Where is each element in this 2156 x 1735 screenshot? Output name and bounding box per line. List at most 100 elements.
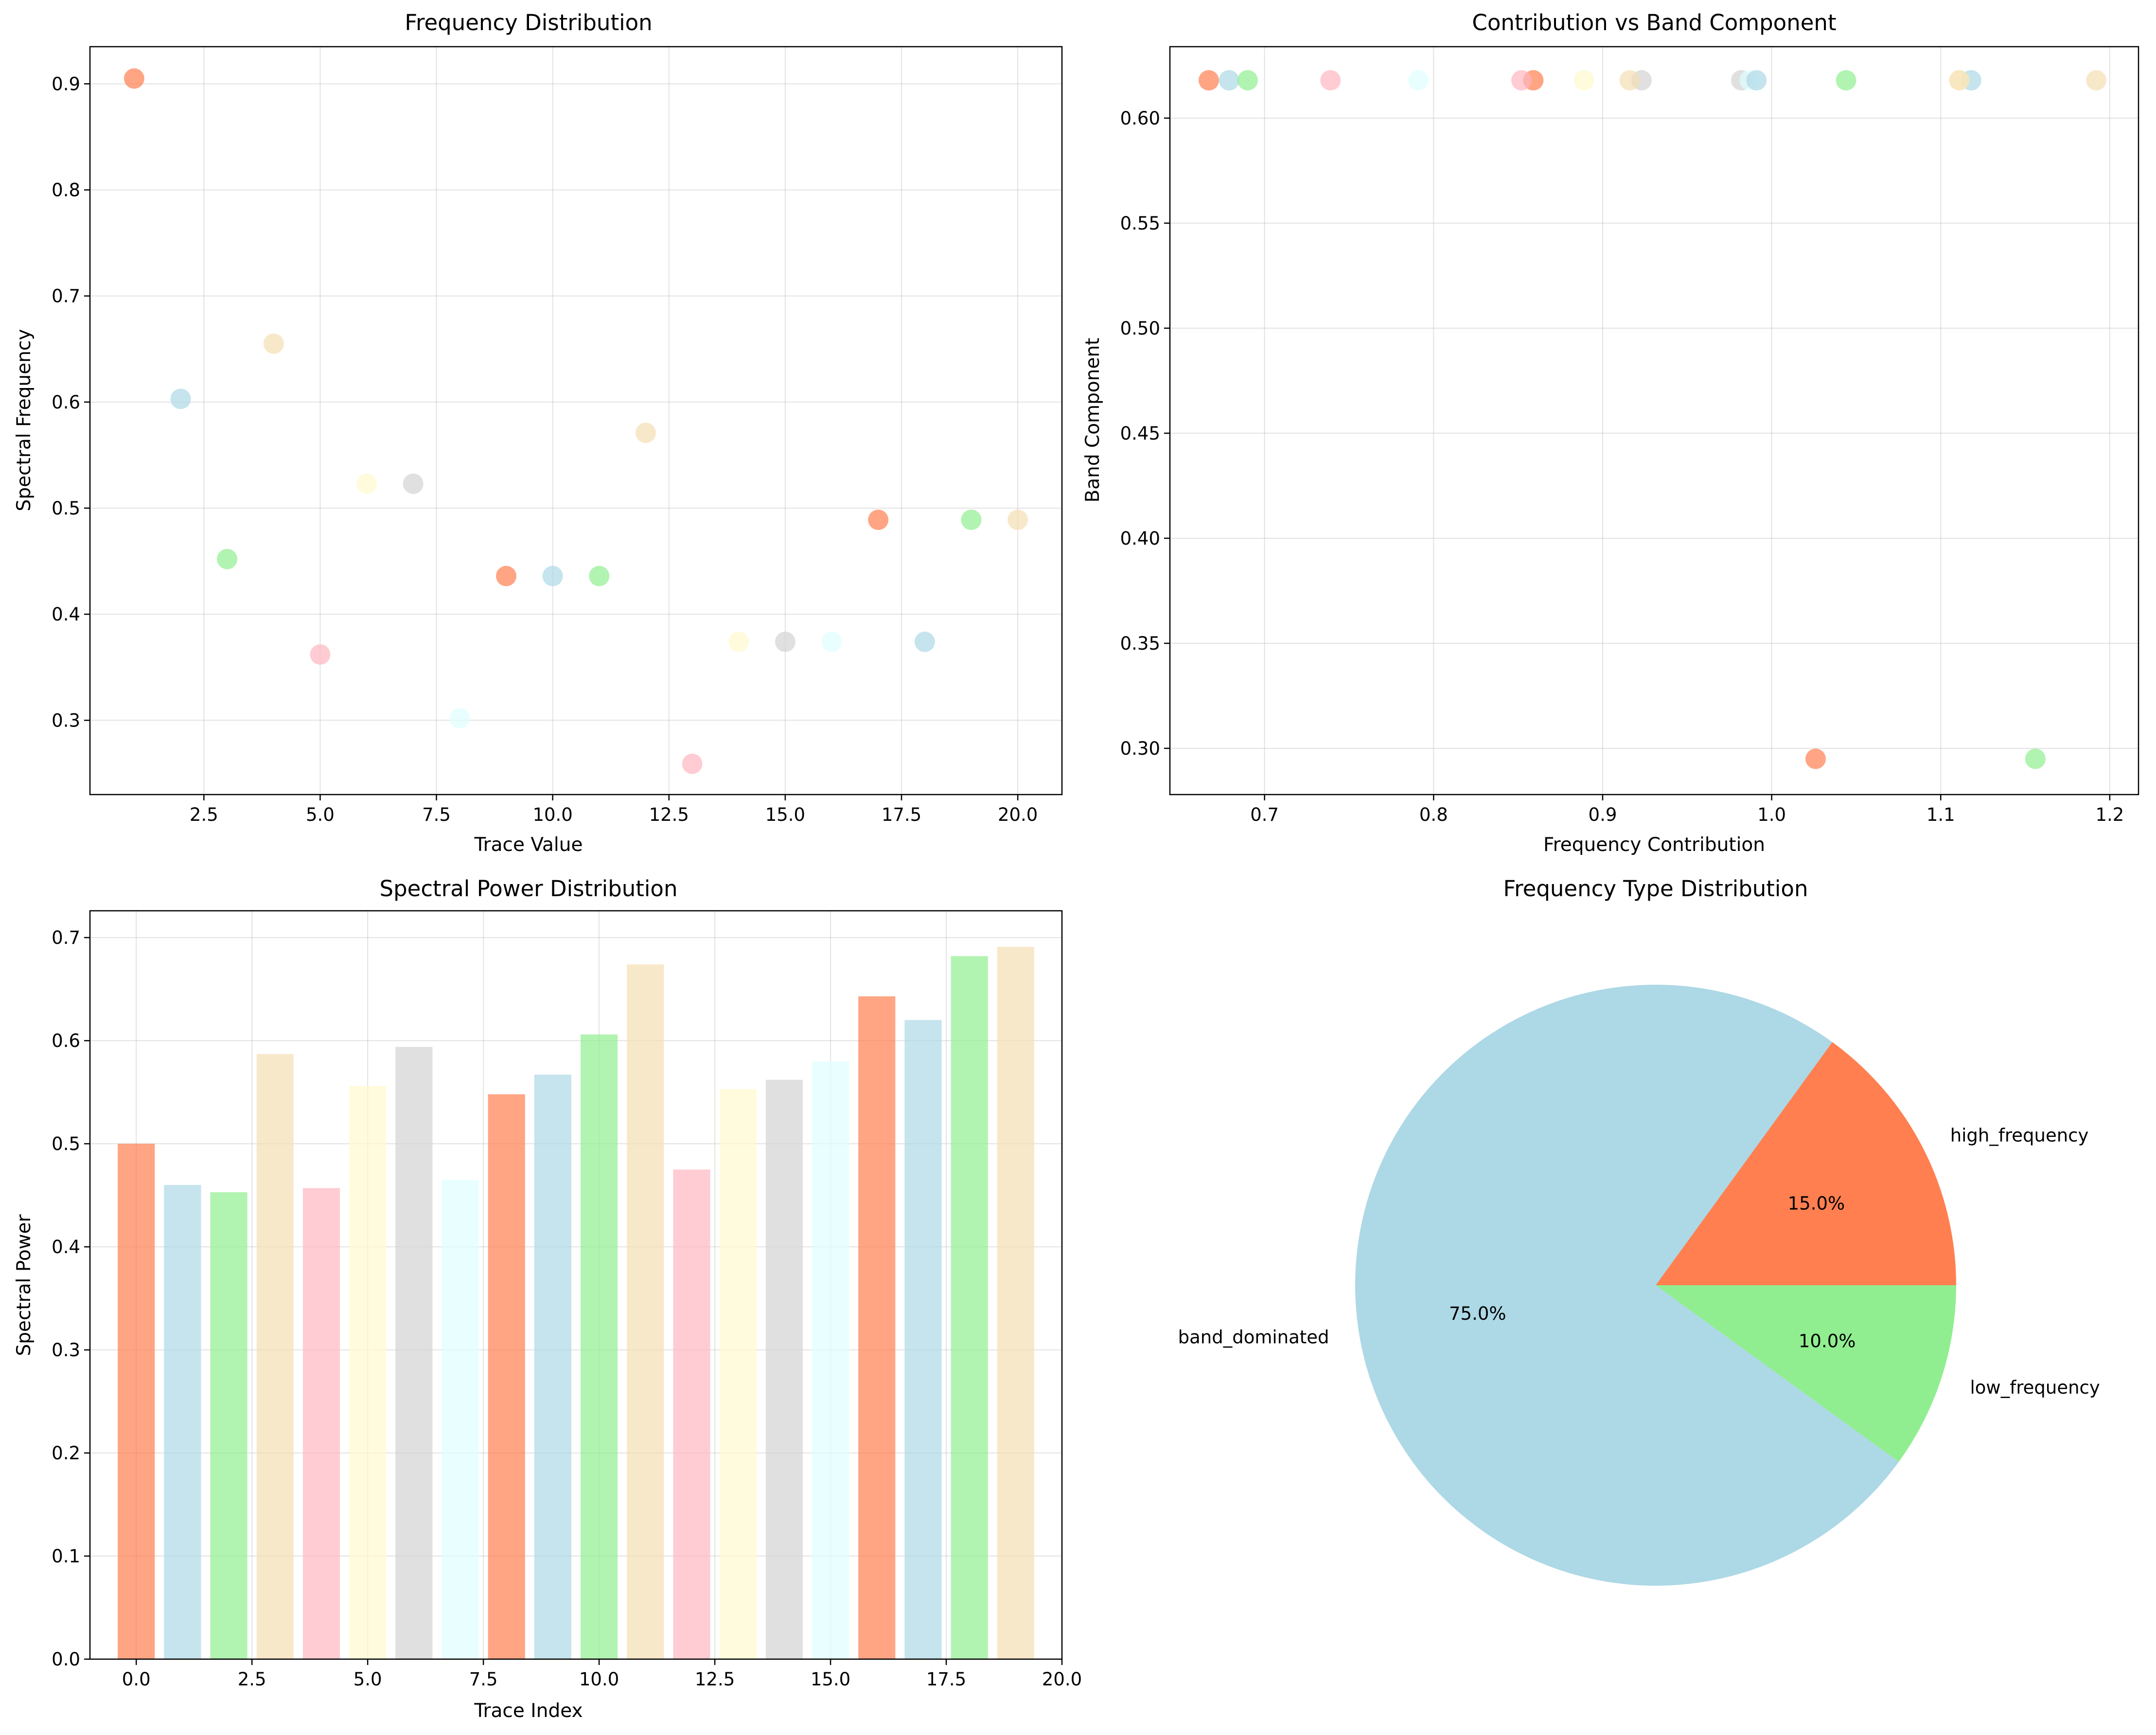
x-axis-label: Trace Index: [474, 1700, 583, 1722]
y-tick-label: 0.0: [52, 1649, 80, 1670]
scatter-point: [1320, 70, 1341, 91]
scatter-points: [124, 68, 1028, 774]
y-tick-label: 0.45: [1120, 423, 1160, 444]
x-tick-label: 0.8: [1419, 804, 1448, 825]
y-tick-label: 0.40: [1120, 528, 1160, 549]
x-tick-label: 20.0: [998, 804, 1038, 825]
scatter-point: [403, 473, 424, 494]
x-tick-label: 1.0: [1757, 804, 1786, 825]
bar: [118, 1144, 155, 1659]
bar: [951, 956, 988, 1659]
y-tick-label: 0.60: [1120, 108, 1160, 129]
y-tick-label: 0.4: [52, 604, 80, 625]
scatter-point: [310, 644, 331, 665]
x-tick-label: 0.9: [1589, 804, 1617, 825]
x-tick-label: 0.7: [1250, 804, 1279, 825]
contribution-vs-band-panel: Contribution vs Band Component Frequency…: [1082, 10, 2139, 856]
y-tick-label: 0.8: [52, 180, 80, 201]
scatter-point: [217, 549, 238, 569]
y-tick-label: 0.5: [52, 498, 80, 519]
scatter-point: [263, 333, 284, 354]
scatter-point: [2025, 748, 2046, 769]
scatter-point: [1836, 70, 1856, 91]
pie-percent-label: 15.0%: [1788, 1193, 1845, 1214]
spectral-power-panel: Spectral Power Distribution Trace Index …: [13, 876, 1082, 1722]
chart-title: Spectral Power Distribution: [380, 876, 678, 902]
scatter-point: [821, 631, 842, 652]
pie-label: low_frequency: [1970, 1377, 2100, 1398]
y-tick-label: 0.7: [52, 927, 80, 948]
x-tick-label: 17.5: [882, 804, 921, 825]
bar: [997, 947, 1034, 1659]
pie-slice: [1656, 1285, 1956, 1462]
y-tick-label: 0.5: [52, 1133, 80, 1154]
x-tick-label: 15.0: [765, 804, 805, 825]
y-tick-label: 0.2: [52, 1443, 80, 1464]
y-tick-label: 0.55: [1120, 213, 1160, 234]
bar: [719, 1089, 757, 1659]
scatter-point: [1949, 70, 1970, 91]
x-axis-label: Trace Value: [474, 834, 583, 856]
scatter-point: [170, 389, 191, 409]
y-tick-label: 0.6: [52, 1030, 80, 1051]
bar: [581, 1034, 618, 1659]
axes-frame: [89, 46, 1063, 796]
pie-percent-label: 10.0%: [1799, 1331, 1856, 1352]
x-tick-label: 10.0: [532, 804, 572, 825]
y-tick-label: 0.9: [52, 73, 80, 94]
x-tick-label: 10.0: [579, 1669, 619, 1690]
frequency-type-pie-panel: Frequency Type Distribution high_frequen…: [1178, 876, 2100, 1586]
scatter-point: [2086, 70, 2107, 91]
y-tick-label: 0.7: [52, 286, 80, 307]
bar: [164, 1185, 201, 1659]
pie-label: band_dominated: [1178, 1327, 1329, 1347]
x-tick-label: 12.5: [649, 804, 689, 825]
scatter-point: [1408, 70, 1429, 91]
chart-title: Contribution vs Band Component: [1472, 10, 1836, 35]
grid-lines: [1170, 47, 2138, 795]
axes-frame: [1169, 46, 2139, 796]
pie-label: high_frequency: [1950, 1125, 2089, 1146]
scatter-point: [728, 631, 749, 652]
bar: [395, 1046, 433, 1659]
scatter-point: [1805, 748, 1826, 769]
scatter-point: [1746, 70, 1767, 91]
pie-slice: [1656, 1042, 1956, 1285]
chart-title: Frequency Distribution: [405, 10, 652, 35]
y-tick-label: 0.1: [52, 1546, 80, 1567]
scatter-point: [868, 509, 889, 530]
x-tick-label: 1.1: [1926, 804, 1955, 825]
x-tick-label: 1.2: [2095, 804, 2124, 825]
pie-percent-label: 75.0%: [1449, 1303, 1506, 1324]
scatter-point: [635, 423, 656, 443]
scatter-point: [1237, 70, 1258, 91]
y-tick-label: 0.6: [52, 392, 80, 413]
y-tick-label: 0.3: [52, 710, 80, 731]
bar: [673, 1169, 710, 1659]
scatter-point: [1573, 70, 1594, 91]
bar: [765, 1080, 803, 1659]
bar: [904, 1020, 942, 1659]
scatter-point: [1007, 509, 1028, 530]
x-tick-label: 2.5: [238, 1669, 266, 1690]
scatter-point: [449, 708, 470, 728]
x-tick-label: 12.5: [695, 1669, 735, 1690]
x-tick-label: 15.0: [811, 1669, 850, 1690]
scatter-point: [961, 509, 982, 530]
bar: [534, 1075, 571, 1659]
bar: [256, 1054, 294, 1659]
scatter-point: [1619, 70, 1640, 91]
bar: [812, 1061, 849, 1659]
bar: [627, 964, 664, 1659]
scatter-point: [496, 566, 517, 586]
scatter-point: [682, 753, 703, 774]
bar: [349, 1086, 387, 1659]
x-axis-label: Frequency Contribution: [1543, 834, 1765, 856]
y-tick-label: 0.3: [52, 1340, 80, 1361]
x-tick-label: 7.5: [469, 1669, 498, 1690]
bar: [302, 1188, 340, 1659]
scatter-point: [914, 631, 935, 652]
y-axis-label: Band Component: [1082, 338, 1104, 503]
bar: [858, 996, 896, 1659]
